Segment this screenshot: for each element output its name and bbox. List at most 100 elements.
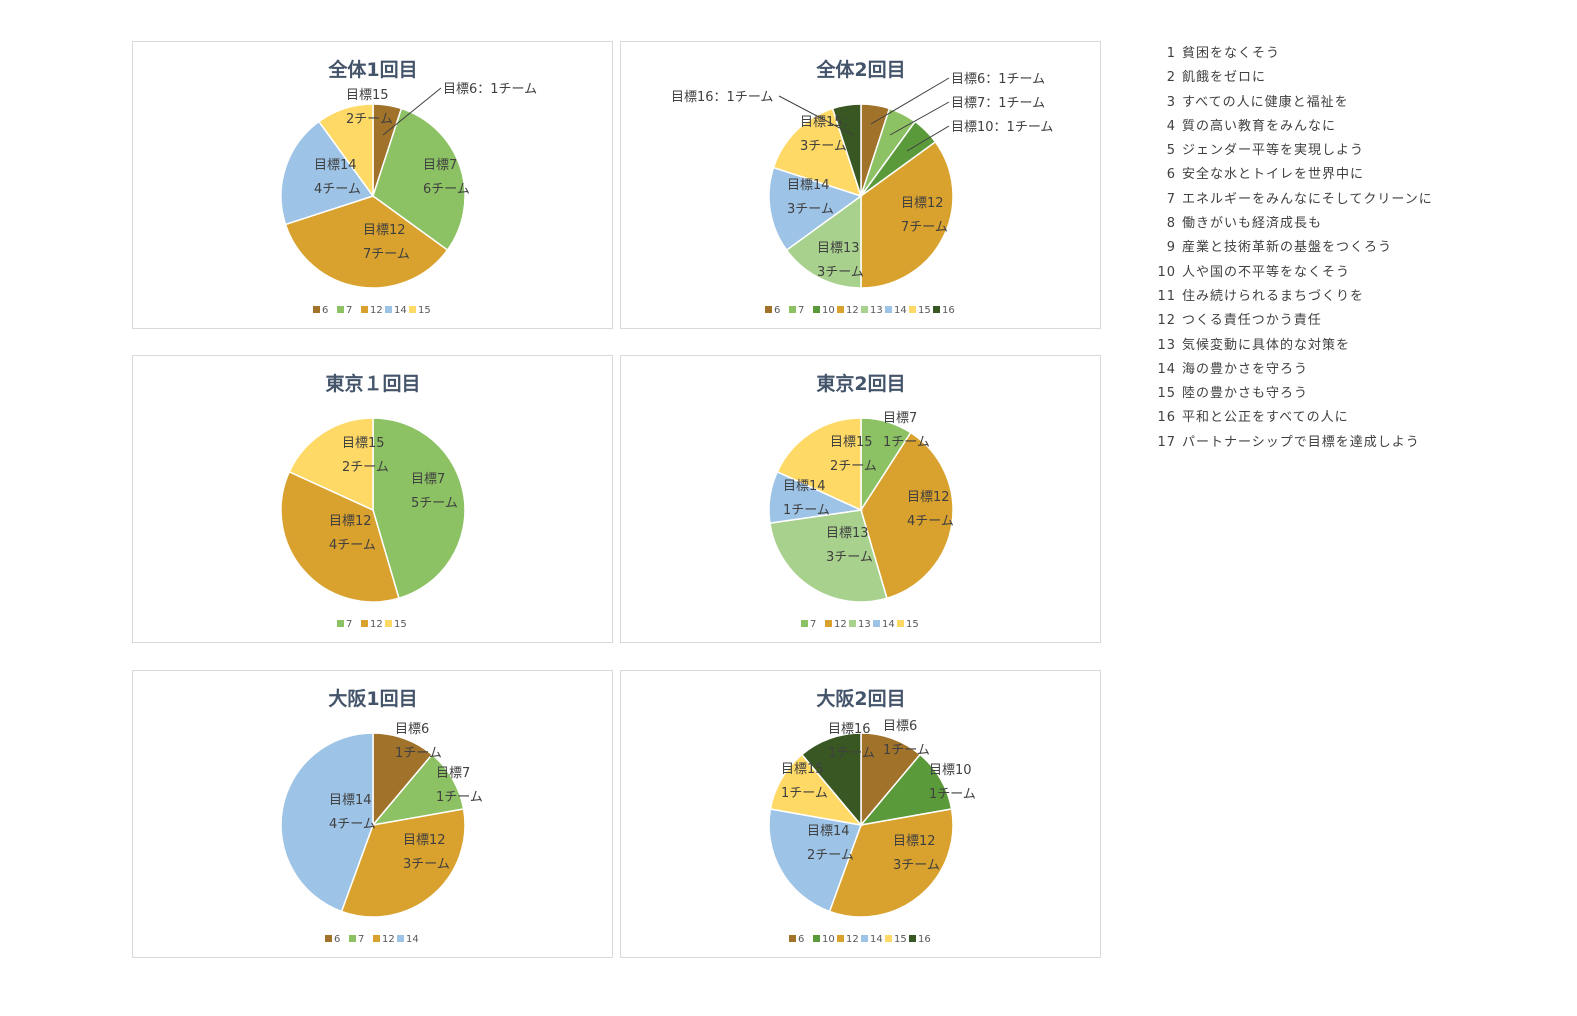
legend-label: 6	[798, 934, 804, 945]
data-label-text: 1チーム	[883, 435, 930, 450]
data-label-text: 目標14	[807, 824, 850, 839]
data-label-goal-12: 目標12 7チーム	[901, 196, 948, 235]
data-label-goal-7: 目標7 1チーム	[883, 411, 930, 450]
sdg-goal-number: 9	[1166, 240, 1176, 256]
pie-slice-goal-6	[860, 732, 922, 828]
legend-label: 13	[870, 305, 883, 316]
legend-swatch	[789, 935, 796, 942]
pie-slice-goal-12	[860, 140, 954, 289]
legend-swatch	[873, 620, 880, 627]
legend-label: 14	[406, 934, 419, 945]
data-label-goal-15: 目標15 2チーム	[830, 435, 877, 474]
legend-swatch	[409, 306, 416, 313]
data-label-text: 目標6	[395, 722, 429, 737]
legend-swatch	[837, 935, 844, 942]
data-label-goal-16: 目標16 1チーム	[828, 722, 875, 761]
pie-slice-goal-16	[800, 732, 862, 828]
legend-label: 14	[870, 934, 883, 945]
legend-label: 6	[774, 305, 780, 316]
legend-label: 14	[894, 305, 907, 316]
data-label-text: 目標10：1チーム	[951, 120, 1053, 135]
data-label-text: 3チーム	[800, 139, 847, 154]
data-label-text: 目標15	[781, 762, 824, 777]
data-label-text: 1チーム	[781, 786, 828, 801]
chart-panel-zentai-2: 全体2回目 目標6：1チーム 目標7：1チーム 目標10：1チーム 目標12 7チーム 目標…	[620, 41, 1101, 329]
data-label-goal-7: 目標7：1チーム	[889, 96, 1045, 136]
data-label-text: 目標15	[346, 88, 389, 103]
legend-swatch	[897, 620, 904, 627]
legend-item-16: 16	[933, 305, 955, 316]
data-label-text: 目標14	[787, 178, 830, 193]
data-label-text: 3チーム	[817, 265, 864, 280]
legend-swatch	[361, 620, 368, 627]
chart-title: 全体2回目	[815, 58, 905, 81]
legend-swatch	[349, 935, 356, 942]
sdg-goal-item: 14 海の豊かさを守ろう	[1156, 358, 1433, 382]
sdg-goal-text: ジェンダー平等を実現しよう	[1182, 143, 1365, 159]
pie-chart: 大阪2回目目標61チーム目標101チーム目標123チーム目標142チーム目標15…	[768, 687, 976, 945]
sdg-goal-number: 16	[1157, 410, 1176, 426]
legend-label: 12	[370, 619, 383, 630]
data-label-text: 目標14	[783, 479, 826, 494]
sdg-goal-text: 働きがいも経済成長も	[1182, 216, 1323, 232]
legend-swatch	[789, 306, 796, 313]
legend-item-12: 12	[361, 619, 383, 630]
legend-swatch	[765, 306, 772, 313]
sdg-goal-text: 質の高い教育をみんなに	[1182, 118, 1337, 134]
data-label-text: 1チーム	[929, 787, 976, 802]
legend-swatch	[885, 935, 892, 942]
legend-swatch	[337, 620, 344, 627]
legend-swatch	[861, 935, 868, 942]
legend-item-16: 16	[909, 934, 931, 945]
sdg-goal-text: つくる責任つかう責任	[1182, 313, 1322, 329]
data-label-goal-14: 目標14 2チーム	[807, 824, 854, 863]
legend-label: 7	[798, 305, 804, 316]
pie-slice-goal-7	[372, 417, 466, 600]
data-label-text: 目標16：1チーム	[671, 90, 773, 105]
data-label-goal-16: 目標16：1チーム	[671, 90, 854, 136]
data-label-text: 目標15	[342, 436, 385, 451]
data-label-text: 1チーム	[828, 746, 875, 761]
legend-item-12: 12	[825, 619, 847, 630]
sdg-goal-text: 飢餓をゼロに	[1182, 70, 1267, 86]
data-label-text: 目標7：1チーム	[951, 96, 1045, 111]
data-label-goal-13: 目標13 3チーム	[826, 526, 873, 565]
legend-swatch	[909, 935, 916, 942]
legend-label: 7	[810, 619, 816, 630]
legend-item-7: 7	[337, 305, 352, 316]
legend-label: 15	[394, 619, 407, 630]
legend-label: 13	[858, 619, 871, 630]
legend-item-14: 14	[861, 934, 883, 945]
legend-label: 7	[346, 619, 352, 630]
pie-slice-goal-15	[769, 753, 863, 827]
legend-item-15: 15	[909, 305, 931, 316]
legend-swatch	[849, 620, 856, 627]
data-label-goal-15: 目標15 2チーム	[346, 88, 393, 127]
pie-chart: 全体2回目 目標6：1チーム目標7：1チーム目標10：1チーム目標127チーム目標…	[671, 58, 1053, 316]
legend-swatch	[801, 620, 808, 627]
data-label-goal-14: 目標14 4チーム	[314, 158, 361, 197]
pie-slice-goal-14	[280, 732, 374, 913]
sdg-goal-item: 8 働きがいも経済成長も	[1156, 212, 1433, 236]
sdg-goal-item: 2 飢餓をゼロに	[1156, 66, 1433, 90]
sdg-goal-item: 9 産業と技術革新の基盤をつくろう	[1156, 236, 1433, 260]
data-label-text: 2チーム	[342, 460, 389, 475]
pie-slice-goal-10	[859, 753, 953, 827]
data-label-text: 目標7	[436, 766, 470, 781]
sdg-goal-item: 17 パートナーシップで目標を達成しよう	[1156, 431, 1433, 455]
data-label-text: 3チーム	[826, 550, 873, 565]
legend-swatch	[361, 306, 368, 313]
legend-item-15: 15	[897, 619, 919, 630]
data-label-text: 目標12	[907, 490, 950, 505]
data-label-goal-7: 目標7 5チーム	[411, 472, 458, 511]
data-label-text: 目標14	[314, 158, 357, 173]
sdg-goal-number: 14	[1157, 361, 1176, 377]
data-label-goal-12: 目標12 4チーム	[329, 514, 376, 553]
legend-swatch	[313, 306, 320, 313]
legend-swatch	[825, 620, 832, 627]
legend-label: 12	[846, 305, 859, 316]
sdg-goal-number: 3	[1166, 94, 1176, 110]
sdg-goal-text: パートナーシップで目標を達成しよう	[1182, 434, 1420, 450]
legend-swatch	[885, 306, 892, 313]
